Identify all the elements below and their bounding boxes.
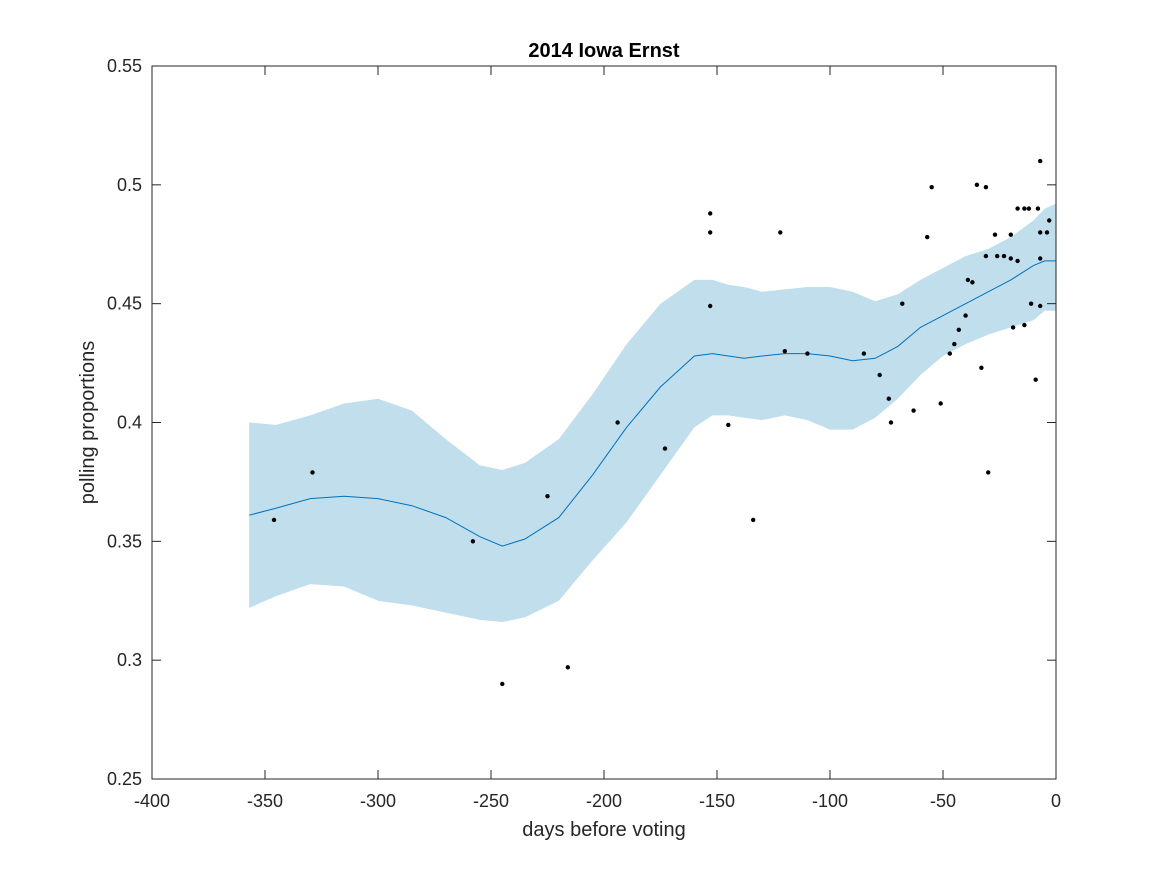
data-point [1015, 206, 1020, 211]
data-point [983, 253, 989, 259]
x-tick-label: -350 [247, 791, 283, 811]
x-tick-label: -250 [473, 791, 509, 811]
chart-title: 2014 Iowa Ernst [528, 40, 680, 62]
data-point [986, 470, 991, 475]
data-point [1028, 301, 1034, 306]
x-tick-label: 0 [1051, 791, 1061, 811]
data-point [1010, 325, 1016, 330]
data-point [974, 182, 980, 187]
data-point [271, 517, 277, 523]
y-tick-label: 0.45 [107, 294, 142, 314]
data-point [965, 277, 971, 283]
data-point [1038, 303, 1043, 309]
x-axis: -400 -350 -300 -250 -200 -150 -100 -50 0 [134, 66, 1061, 811]
data-point [992, 232, 998, 237]
data-point [1047, 218, 1052, 223]
x-tick-label: -150 [699, 791, 735, 811]
data-point [995, 253, 1000, 259]
data-point [979, 365, 984, 370]
y-tick-label: 0.4 [117, 413, 142, 433]
y-tick-label: 0.3 [117, 650, 142, 670]
data-point [708, 230, 713, 235]
data-point [1044, 230, 1050, 235]
data-points [271, 158, 1052, 687]
data-point [983, 185, 989, 190]
y-tick-label: 0.35 [107, 531, 142, 551]
data-point [911, 408, 916, 413]
x-tick-label: -50 [930, 791, 956, 811]
y-tick-label: 0.5 [117, 175, 142, 195]
data-point [805, 351, 810, 356]
y-axis: 0.25 0.3 0.35 0.4 0.45 0.5 0.55 [107, 56, 1056, 789]
data-point [886, 396, 891, 401]
data-point [545, 494, 550, 499]
data-point [1033, 377, 1038, 382]
data-point [662, 446, 668, 451]
data-point [1001, 253, 1007, 259]
data-point [956, 327, 961, 332]
x-tick-label: -400 [134, 791, 170, 811]
data-point [900, 301, 905, 306]
data-point [726, 422, 731, 428]
y-axis-label: polling proportions [77, 341, 99, 504]
data-point [708, 303, 713, 309]
data-point [1015, 258, 1020, 264]
data-point [615, 420, 620, 425]
fit-line [249, 260, 1056, 547]
data-point [1038, 158, 1043, 164]
data-point [708, 211, 713, 216]
confidence-band [249, 203, 1056, 623]
y-tick-label: 0.55 [107, 56, 142, 76]
data-point [1026, 206, 1032, 211]
data-point [1038, 230, 1043, 235]
data-point [963, 313, 968, 318]
plot-area [249, 158, 1056, 687]
data-point [929, 185, 934, 190]
data-point [970, 280, 975, 285]
x-tick-label: -300 [360, 791, 396, 811]
data-point [565, 665, 570, 670]
data-point [470, 539, 476, 544]
data-point [782, 349, 787, 354]
data-point [938, 401, 943, 406]
data-point [925, 234, 930, 240]
data-point [861, 351, 867, 356]
data-point [500, 681, 505, 687]
x-tick-label: -100 [812, 791, 848, 811]
data-point [1008, 256, 1013, 261]
data-point [310, 470, 315, 475]
data-point [1035, 206, 1041, 211]
data-point [888, 420, 894, 425]
data-point [751, 517, 756, 523]
y-tick-label: 0.25 [107, 769, 142, 789]
data-point [1008, 232, 1013, 237]
x-tick-label: -200 [586, 791, 622, 811]
x-axis-label: days before voting [522, 819, 685, 841]
data-point [1022, 206, 1027, 211]
data-point [1022, 322, 1027, 328]
data-point [1038, 256, 1043, 261]
data-point [952, 341, 957, 347]
data-point [778, 230, 783, 235]
data-point [877, 372, 882, 378]
data-point [947, 351, 952, 356]
